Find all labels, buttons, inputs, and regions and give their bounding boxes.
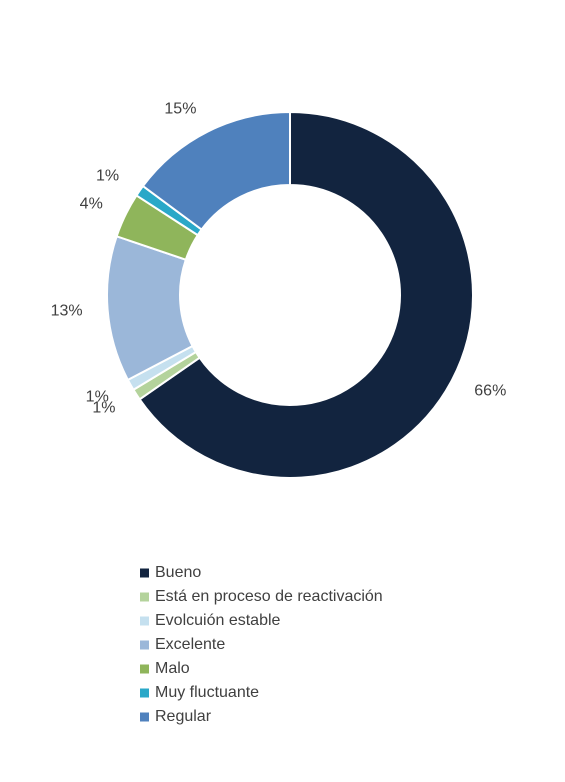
legend-label: Está en proceso de reactivación [155,588,383,605]
legend-swatch [140,712,149,722]
legend-label: Muy fluctuante [155,684,259,701]
data-label: 66% [474,383,506,400]
data-label: 1% [86,388,109,405]
legend-swatch [140,664,149,674]
legend-swatch [140,688,149,698]
legend-swatch [140,592,149,602]
donut-slice [138,110,474,479]
donut-slice [141,110,291,231]
legend-label: Excelente [155,636,225,653]
legend-label: Evolcuión estable [155,612,281,629]
data-label: 15% [164,100,196,117]
legend-label: Malo [155,660,190,677]
data-label: 13% [51,302,83,319]
legend-swatch [140,616,149,626]
legend-swatch [140,640,149,650]
data-label: 4% [80,196,103,213]
legend-swatch [140,568,149,578]
legend-label: Bueno [155,564,201,581]
data-label: 1% [92,399,115,416]
data-label: 1% [96,168,119,185]
legend-label: Regular [155,708,212,725]
